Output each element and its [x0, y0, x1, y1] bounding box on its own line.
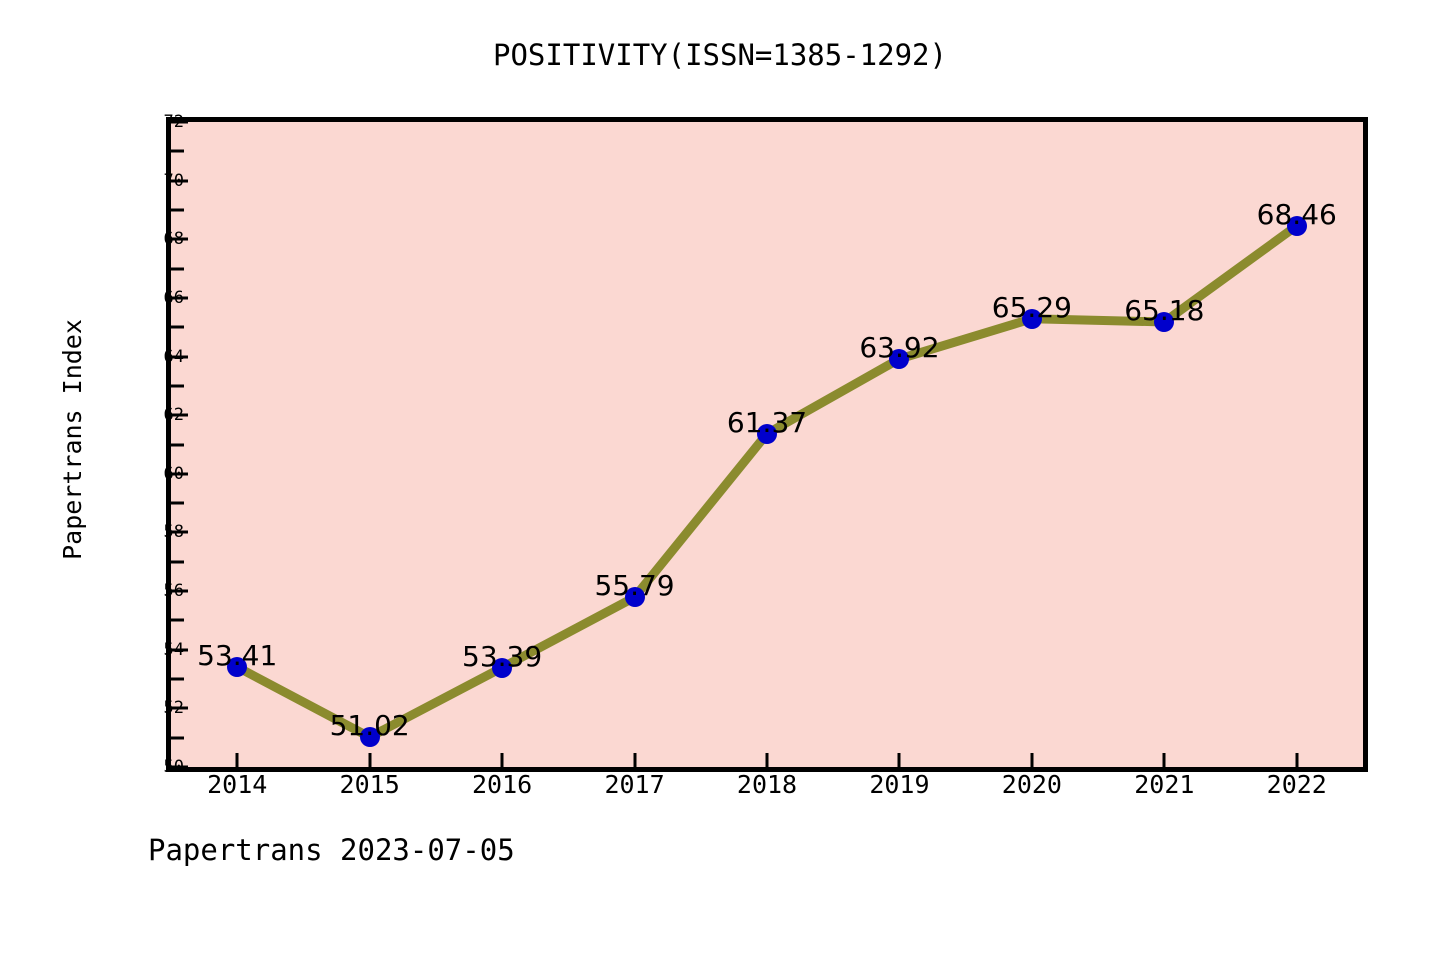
y-tick-major: [171, 472, 188, 476]
y-tick-major: [171, 530, 188, 534]
y-tick-major: [171, 179, 188, 183]
x-tick-major: [368, 753, 372, 767]
data-point-marker[interactable]: [624, 587, 645, 608]
y-tick-major: [171, 296, 188, 300]
y-tick-minor: [171, 149, 184, 153]
y-tick-label: 64: [163, 346, 184, 367]
y-tick-label: 68: [163, 229, 184, 250]
y-tick-major: [171, 765, 188, 769]
y-tick-minor: [171, 384, 184, 388]
x-tick-major: [1295, 753, 1299, 767]
y-tick-minor: [171, 267, 184, 271]
y-tick-minor: [171, 501, 184, 505]
y-tick-label: 72: [163, 112, 184, 132]
x-tick-label: 2016: [472, 770, 533, 799]
x-tick-label: 2021: [1134, 770, 1195, 799]
chart-title: POSITIVITY(ISSN=1385-1292): [493, 38, 947, 72]
y-axis-title: Papertrans Index: [52, 117, 92, 762]
y-tick-minor: [171, 677, 184, 681]
x-tick-label: 2019: [869, 770, 930, 799]
x-tick-label: 2017: [604, 770, 665, 799]
x-tick-label: 2020: [1001, 770, 1062, 799]
y-tick-minor: [171, 560, 184, 564]
data-point-marker[interactable]: [1154, 311, 1175, 332]
y-tick-major: [171, 706, 188, 710]
data-point-marker[interactable]: [889, 348, 910, 369]
series-path: [232, 221, 1302, 742]
x-tick-major: [235, 753, 239, 767]
data-point-marker[interactable]: [359, 727, 380, 748]
y-axis-title-text: Papertrans Index: [57, 319, 87, 560]
y-tick-minor: [171, 325, 184, 329]
y-tick-label: 54: [163, 639, 184, 660]
y-tick-label: 52: [163, 698, 184, 719]
footer-caption: Papertrans 2023-07-05: [148, 833, 515, 867]
y-tick-label: 70: [163, 170, 184, 191]
y-tick-label: 66: [163, 287, 184, 308]
y-tick-major: [171, 355, 188, 359]
data-point-marker[interactable]: [757, 423, 777, 444]
x-tick-major: [500, 753, 504, 767]
x-tick-major: [765, 753, 769, 767]
x-tick-label: 2022: [1266, 770, 1327, 799]
y-tick-label: 62: [163, 405, 184, 426]
y-tick-major: [171, 413, 188, 417]
x-tick-label: 2014: [207, 770, 268, 799]
series-line: [232, 221, 1302, 742]
x-tick-major: [633, 753, 637, 767]
x-tick-label: 2015: [339, 770, 400, 799]
y-tick-minor: [171, 618, 184, 622]
plot-area: 53.41 51.02 53.39 55.79 61.37 63.92 65.29 65.18…: [164, 112, 1368, 799]
plot-inner: [171, 120, 1363, 769]
data-point-marker[interactable]: [1021, 308, 1042, 329]
y-tick-major: [171, 120, 188, 124]
y-tick-label: 56: [163, 581, 184, 602]
data-point-marker[interactable]: [227, 657, 248, 678]
x-tick-label: 2018: [736, 770, 798, 799]
y-tick-minor: [171, 443, 184, 446]
y-tick-major: [171, 237, 188, 241]
x-tick-major: [897, 753, 901, 767]
y-tick-label: 58: [163, 522, 184, 543]
x-tick-major: [1030, 753, 1034, 767]
y-tick-label: 50: [163, 757, 184, 777]
x-tick-major: [1162, 753, 1166, 767]
y-tick-label: 60: [163, 463, 184, 484]
data-point-marker[interactable]: [1286, 215, 1307, 236]
y-tick-major: [171, 648, 188, 652]
y-tick-minor: [171, 736, 184, 740]
y-tick-major: [171, 589, 188, 593]
data-point-marker[interactable]: [492, 657, 513, 678]
y-tick-minor: [171, 208, 184, 212]
